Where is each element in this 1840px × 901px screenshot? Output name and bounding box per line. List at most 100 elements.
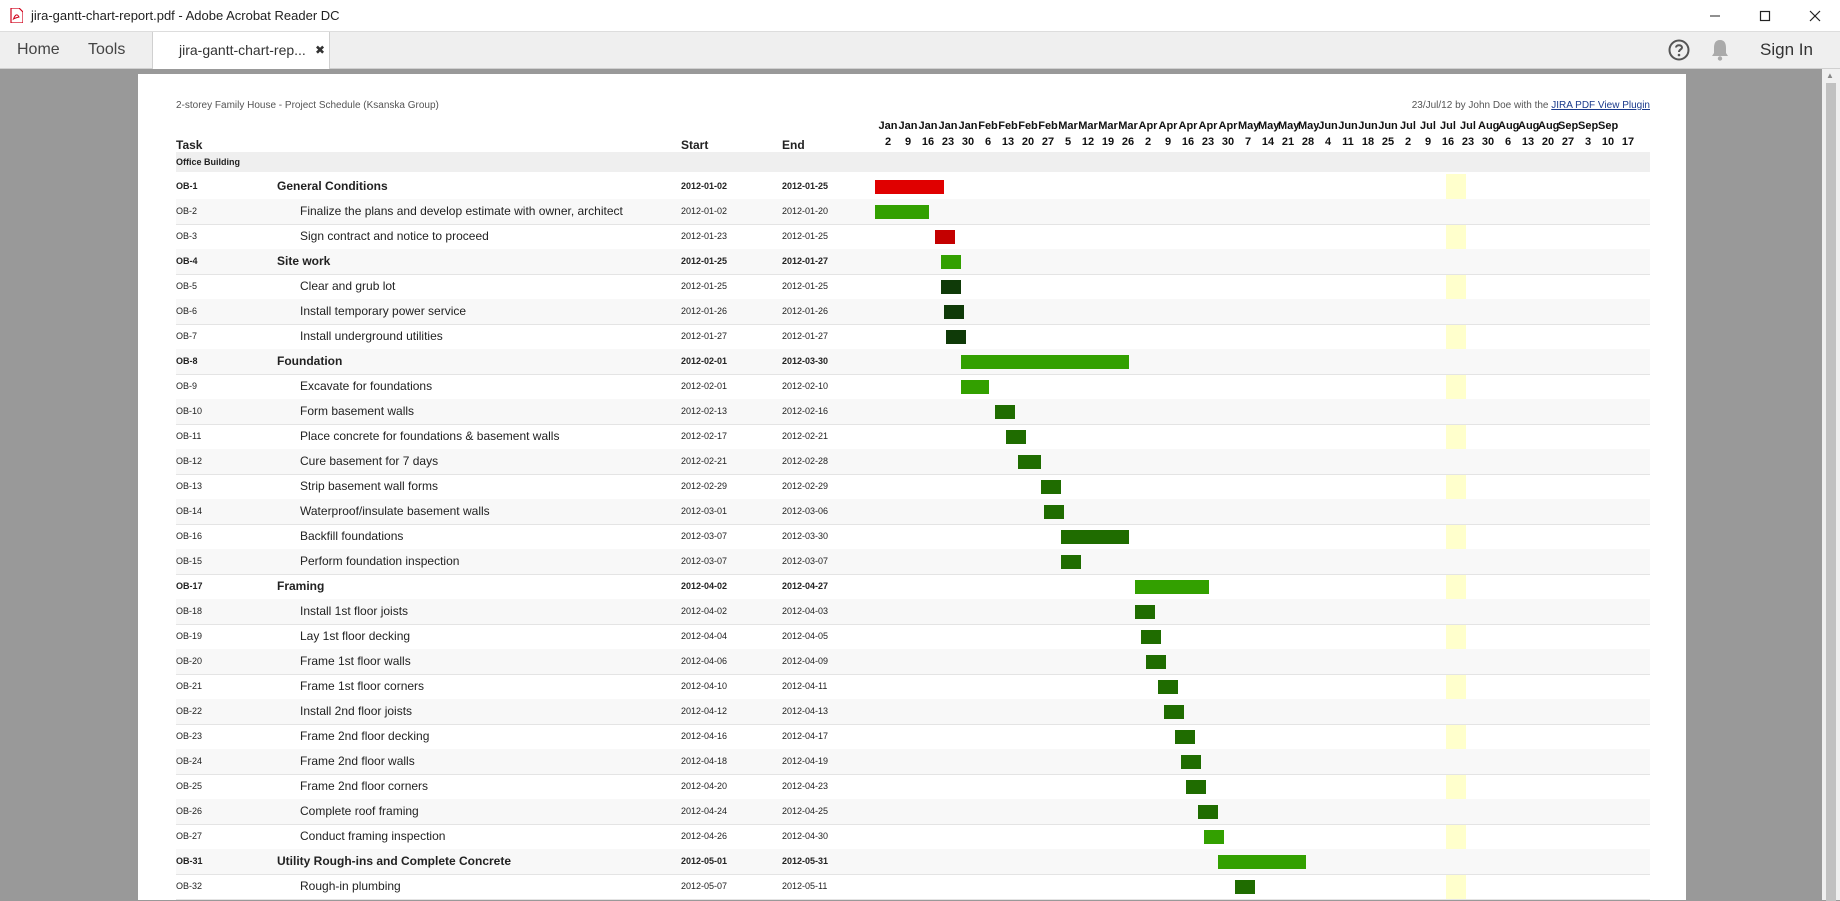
- gantt-bar[interactable]: [1163, 705, 1184, 719]
- task-name: Sign contract and notice to proceed: [300, 229, 489, 243]
- task-key: OB-8: [176, 356, 198, 366]
- gantt-bar[interactable]: [1043, 505, 1064, 519]
- timeline-month-label: Jul: [1420, 120, 1436, 132]
- timeline-month-label: Apr: [1198, 120, 1218, 132]
- gantt-bar[interactable]: [1060, 530, 1130, 544]
- gantt-bar[interactable]: [940, 255, 961, 269]
- task-name: General Conditions: [277, 179, 388, 193]
- gantt-bar[interactable]: [1135, 605, 1155, 619]
- gantt-bar[interactable]: [935, 230, 955, 244]
- help-icon[interactable]: [1668, 39, 1690, 61]
- gantt-bar[interactable]: [1186, 780, 1207, 794]
- task-row[interactable]: OB-9 Excavate for foundations 2012-02-01 20…: [176, 374, 1650, 400]
- gantt-bar[interactable]: [1197, 805, 1218, 819]
- task-start: 2012-01-23: [681, 231, 728, 241]
- task-row[interactable]: OB-22 Install 2nd floor joists 2012-04-12 2…: [176, 699, 1650, 725]
- task-row[interactable]: OB-21 Frame 1st floor corners 2012-04-10 20…: [176, 674, 1650, 700]
- task-start: 2012-02-17: [681, 431, 728, 441]
- maximize-button[interactable]: [1740, 0, 1790, 31]
- task-row[interactable]: OB-8 Foundation 2012-02-01 2012-03-30: [176, 349, 1650, 375]
- task-row[interactable]: OB-11 Place concrete for foundations & ba…: [176, 424, 1650, 450]
- scrollbar-thumb[interactable]: [1826, 83, 1836, 901]
- task-row[interactable]: OB-10 Form basement walls 2012-02-13 2012-0…: [176, 399, 1650, 425]
- task-key: OB-21: [176, 681, 203, 691]
- timeline-day-label: 27: [1561, 136, 1575, 148]
- gantt-bar[interactable]: [1140, 630, 1161, 644]
- timeline-month-label: May: [1238, 120, 1260, 132]
- notification-bell-icon[interactable]: [1710, 38, 1730, 62]
- gantt-bar[interactable]: [1157, 680, 1178, 694]
- gantt-bar[interactable]: [1175, 730, 1195, 744]
- task-row[interactable]: OB-2 Finalize the plans and develop estim…: [176, 199, 1650, 225]
- gantt-bar[interactable]: [1180, 755, 1201, 769]
- task-row[interactable]: OB-14 Waterproof/insulate basement walls 2…: [176, 499, 1650, 525]
- timeline-day-label: 20: [1021, 136, 1035, 148]
- gantt-bar[interactable]: [1235, 880, 1255, 894]
- gantt-bar[interactable]: [946, 330, 967, 344]
- task-row[interactable]: OB-6 Install temporary power service 2012-…: [176, 299, 1650, 325]
- task-row[interactable]: OB-20 Frame 1st floor walls 2012-04-06 2012…: [176, 649, 1650, 675]
- window-controls: [1690, 0, 1840, 31]
- timeline-month-label: Mar: [1058, 120, 1078, 132]
- task-key: OB-27: [176, 831, 203, 841]
- vertical-scrollbar[interactable]: ▲: [1822, 69, 1840, 901]
- report-meta-text: 23/Jul/12 by John Doe with the: [1411, 100, 1552, 111]
- gantt-bar[interactable]: [875, 205, 930, 219]
- timeline-month-label: May: [1278, 120, 1300, 132]
- task-row[interactable]: OB-16 Backfill foundations 2012-03-07 2012-…: [176, 524, 1650, 550]
- task-row[interactable]: OB-17 Framing 2012-04-02 2012-04-27: [176, 574, 1650, 600]
- task-row[interactable]: OB-15 Perform foundation inspection 2012-0…: [176, 549, 1650, 575]
- task-key: OB-23: [176, 731, 203, 741]
- gantt-bar[interactable]: [960, 355, 1130, 369]
- minimize-button[interactable]: [1690, 0, 1740, 31]
- gantt-bar[interactable]: [1146, 655, 1167, 669]
- gantt-bar[interactable]: [1017, 455, 1041, 469]
- gantt-bar[interactable]: [875, 180, 944, 194]
- tab-close-icon[interactable]: ✖: [315, 43, 326, 57]
- gantt-bar[interactable]: [1006, 430, 1027, 444]
- gantt-bar[interactable]: [1203, 830, 1224, 844]
- task-start: 2012-05-01: [681, 856, 728, 866]
- task-start: 2012-04-24: [681, 806, 728, 816]
- task-row[interactable]: OB-19 Lay 1st floor decking 2012-04-04 2012…: [176, 624, 1650, 650]
- plugin-link[interactable]: JIRA PDF View Plugin: [1551, 100, 1650, 111]
- timeline-month-label: Aug: [1478, 120, 1500, 132]
- task-row[interactable]: OB-7 Install underground utilities 2012-01…: [176, 324, 1650, 350]
- task-row[interactable]: OB-32 Rough-in plumbing 2012-05-07 2012-05-…: [176, 874, 1650, 900]
- gantt-bar[interactable]: [995, 405, 1015, 419]
- gantt-bar[interactable]: [940, 280, 961, 294]
- task-row[interactable]: OB-26 Complete roof framing 2012-04-24 2012…: [176, 799, 1650, 825]
- home-menu[interactable]: Home: [17, 41, 60, 58]
- task-row[interactable]: OB-1 General Conditions 2012-01-02 2012-01-…: [176, 174, 1650, 200]
- task-key: OB-15: [176, 556, 203, 566]
- task-row[interactable]: OB-23 Frame 2nd floor decking 2012-04-16 20…: [176, 724, 1650, 750]
- gantt-bar[interactable]: [960, 380, 990, 394]
- task-row[interactable]: OB-5 Clear and grub lot 2012-01-25 2012-01-…: [176, 274, 1650, 300]
- task-start: 2012-05-07: [681, 881, 728, 891]
- task-row[interactable]: OB-18 Install 1st floor joists 2012-04-02 2…: [176, 599, 1650, 625]
- gantt-bar[interactable]: [943, 305, 964, 319]
- gantt-bar[interactable]: [1040, 480, 1061, 494]
- gantt-bar[interactable]: [1060, 555, 1081, 569]
- task-key: OB-1: [176, 181, 198, 191]
- gantt-bar[interactable]: [1217, 855, 1307, 869]
- tools-menu[interactable]: Tools: [88, 41, 126, 58]
- task-row[interactable]: OB-12 Cure basement for 7 days 2012-02-21 2…: [176, 449, 1650, 475]
- close-button[interactable]: [1790, 0, 1840, 31]
- timeline-month-label: Apr: [1158, 120, 1178, 132]
- task-row[interactable]: OB-3 Sign contract and notice to proceed 2…: [176, 224, 1650, 250]
- timeline-day-label: 9: [904, 136, 912, 148]
- sign-in-button[interactable]: Sign In: [1760, 40, 1813, 59]
- document-tab[interactable]: jira-gantt-chart-rep... ✖: [152, 32, 330, 69]
- task-row[interactable]: OB-4 Site work 2012-01-25 2012-01-27: [176, 249, 1650, 275]
- task-row[interactable]: OB-13 Strip basement wall forms 2012-02-29…: [176, 474, 1650, 500]
- timeline-day-label: 10: [1601, 136, 1615, 148]
- task-row[interactable]: OB-27 Conduct framing inspection 2012-04-2…: [176, 824, 1650, 850]
- task-row[interactable]: OB-25 Frame 2nd floor corners 2012-04-20 20…: [176, 774, 1650, 800]
- scroll-up-arrow-icon[interactable]: ▲: [1826, 71, 1834, 80]
- task-row[interactable]: OB-24 Frame 2nd floor walls 2012-04-18 2012…: [176, 749, 1650, 775]
- gantt-bar[interactable]: [1135, 580, 1210, 594]
- task-key: OB-31: [176, 856, 203, 866]
- timeline-month-label: Jul: [1440, 120, 1456, 132]
- task-row[interactable]: OB-31 Utility Rough-ins and Complete Conc…: [176, 849, 1650, 875]
